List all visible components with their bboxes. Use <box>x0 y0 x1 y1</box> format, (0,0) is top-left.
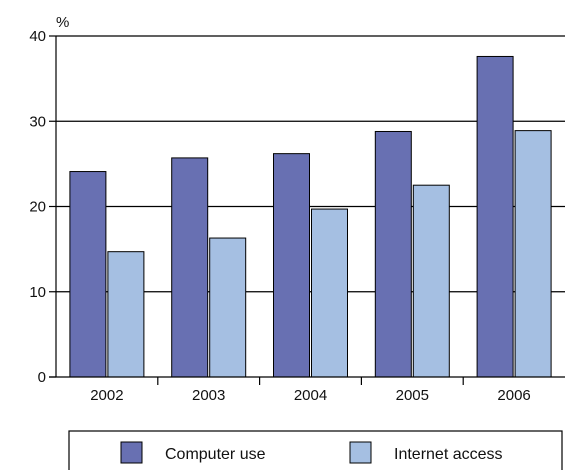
y-axis-ticks: 0 10 20 30 40 <box>29 28 56 386</box>
legend-box <box>68 430 563 470</box>
y-tick-label: 40 <box>29 28 46 45</box>
bar-internet-access-2002 <box>107 251 145 378</box>
bar-internet-access-2006 <box>514 130 552 378</box>
bar-computer-use-2004 <box>273 153 310 378</box>
legend-swatch <box>120 441 143 464</box>
legend: Computer use Internet access <box>68 430 563 470</box>
bar-computer-use-2003 <box>171 157 209 378</box>
x-tick-label: 2005 <box>396 387 429 404</box>
y-tick-label: 10 <box>29 284 46 301</box>
x-tick-label: 2006 <box>497 387 530 404</box>
x-tick-label: 2004 <box>294 387 327 404</box>
bar-computer-use-2006 <box>476 55 514 378</box>
bar-internet-access-2003 <box>209 237 247 378</box>
bar-internet-access-2005 <box>412 184 450 378</box>
bar-computer-use-2002 <box>69 171 107 378</box>
x-tick-label: 2002 <box>90 387 123 404</box>
bar-internet-access-2004 <box>311 208 348 378</box>
y-tick-label: 20 <box>29 199 46 216</box>
x-axis-ticks: 2002 2003 2004 2005 2006 <box>90 377 531 404</box>
legend-label: Computer use <box>165 446 266 463</box>
legend-swatch <box>349 441 372 464</box>
x-tick-label: 2003 <box>192 387 225 404</box>
legend-label: Internet access <box>394 446 503 463</box>
y-tick-label: 0 <box>38 369 46 386</box>
y-tick-label: 30 <box>29 113 46 130</box>
y-unit-label: % <box>56 14 69 31</box>
bars <box>69 55 552 378</box>
bar-computer-use-2005 <box>374 130 412 378</box>
